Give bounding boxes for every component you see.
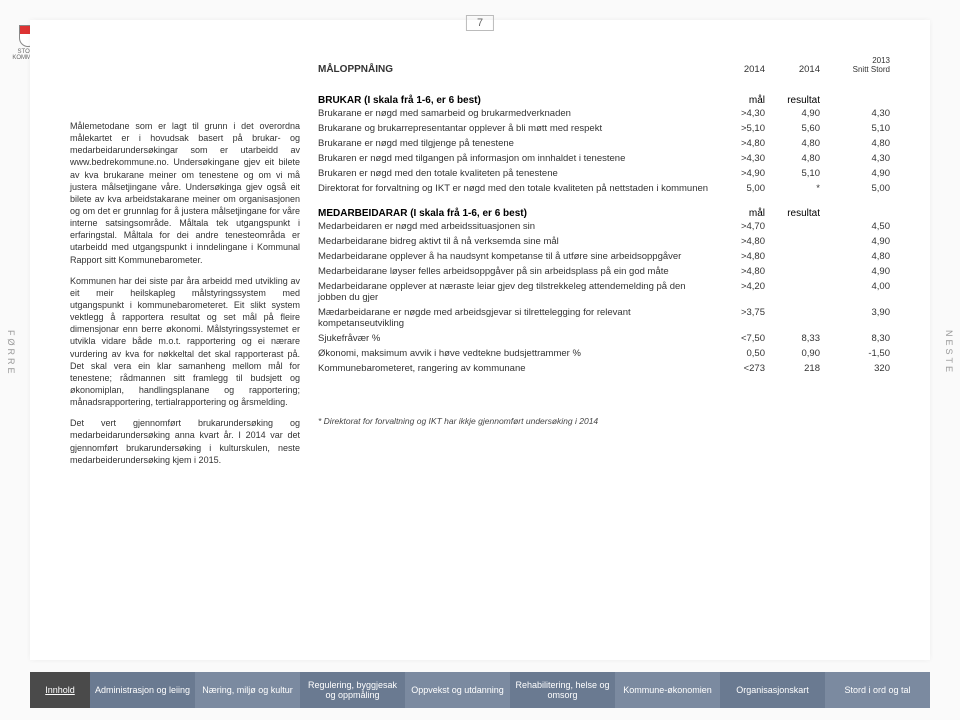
table-row: Medarbeidarane opplever å ha naudsynt ko… [318,249,890,264]
table-row: Økonomi, maksimum avvik i høve vedtekne … [318,346,890,361]
paragraph: Det vert gjennomført brukarundersøking o… [70,417,300,466]
table-row: Brukarane og brukarrepresentantar opplev… [318,121,890,136]
nav-item[interactable]: Administrasjon og leiing [90,672,195,708]
col-year2: 2014 [765,64,820,75]
table-row: Medarbeidarane opplever at næraste leiar… [318,279,890,305]
nav-item[interactable]: Innhold [30,672,90,708]
col-year3: 2013 Snitt Stord [820,57,890,75]
page: 7 Målemetodane som er lagt til grunn i d… [30,20,930,660]
content: Målemetodane som er lagt til grunn i det… [70,40,890,660]
right-column: MÅLOPPNÅING 2014 2014 2013 Snitt Stord B… [318,40,890,660]
table-row: Mædarbeidarane er nøgde med arbeidsgjeva… [318,305,890,331]
section-brukar-rows: Brukarane er nøgd med samarbeid og bruka… [318,106,890,196]
paragraph: Målemetodane som er lagt til grunn i det… [70,120,300,266]
table-heading-row: MÅLOPPNÅING 2014 2014 2013 Snitt Stord [318,55,890,77]
nav-item[interactable]: Stord i ord og tal [825,672,930,708]
section-brukar-head: BRUKAR (I skala frå 1-6, er 6 best) mål … [318,95,890,106]
left-column: Målemetodane som er lagt til grunn i det… [70,40,300,660]
paragraph: Kommunen har dei siste par åra arbeidd m… [70,275,300,409]
table-row: Medarbeidaren er nøgd med arbeidssituasj… [318,219,890,234]
page-number: 7 [466,15,494,31]
table-row: Medarbeidarane løyser felles arbeidsoppg… [318,264,890,279]
table-row: Brukarane er nøgd med samarbeid og bruka… [318,106,890,121]
footnote: * Direktorat for forvaltning og IKT har … [318,416,890,426]
table-row: Medarbeidarane bidreg aktivt til å nå ve… [318,234,890,249]
nav-item[interactable]: Rehabilitering, helse og omsorg [510,672,615,708]
table-row: Brukaren er nøgd med den totale kvalitet… [318,166,890,181]
table-row: Sjukefråvær %<7,508,338,30 [318,331,890,346]
section-medarb-rows: Medarbeidaren er nøgd med arbeidssituasj… [318,219,890,376]
section-title: BRUKAR (I skala frå 1-6, er 6 best) [318,95,710,106]
prev-page-label[interactable]: FØRRE [6,330,16,377]
table-row: Brukarane er nøgd med tilgjenge på tenes… [318,136,890,151]
col-year1: 2014 [710,64,765,75]
nav-item[interactable]: Oppvekst og utdanning [405,672,510,708]
nav-item[interactable]: Kommune-økonomien [615,672,720,708]
nav-item[interactable]: Næring, miljø og kultur [195,672,300,708]
table-row: Kommunebarometeret, rangering av kommuna… [318,361,890,376]
section-medarb-head: MEDARBEIDARAR (I skala frå 1-6, er 6 bes… [318,208,890,219]
section-title: MEDARBEIDARAR (I skala frå 1-6, er 6 bes… [318,208,710,219]
table-row: Direktorat for forvaltning og IKT er nøg… [318,181,890,196]
next-page-label[interactable]: NESTE [944,330,954,375]
nav-item[interactable]: Regulering, byggjesak og oppmåling [300,672,405,708]
table-row: Brukaren er nøgd med tilgangen på inform… [318,151,890,166]
nav-bar: InnholdAdministrasjon og leiingNæring, m… [30,672,930,708]
nav-item[interactable]: Organisasjonskart [720,672,825,708]
table-heading: MÅLOPPNÅING [318,64,710,75]
